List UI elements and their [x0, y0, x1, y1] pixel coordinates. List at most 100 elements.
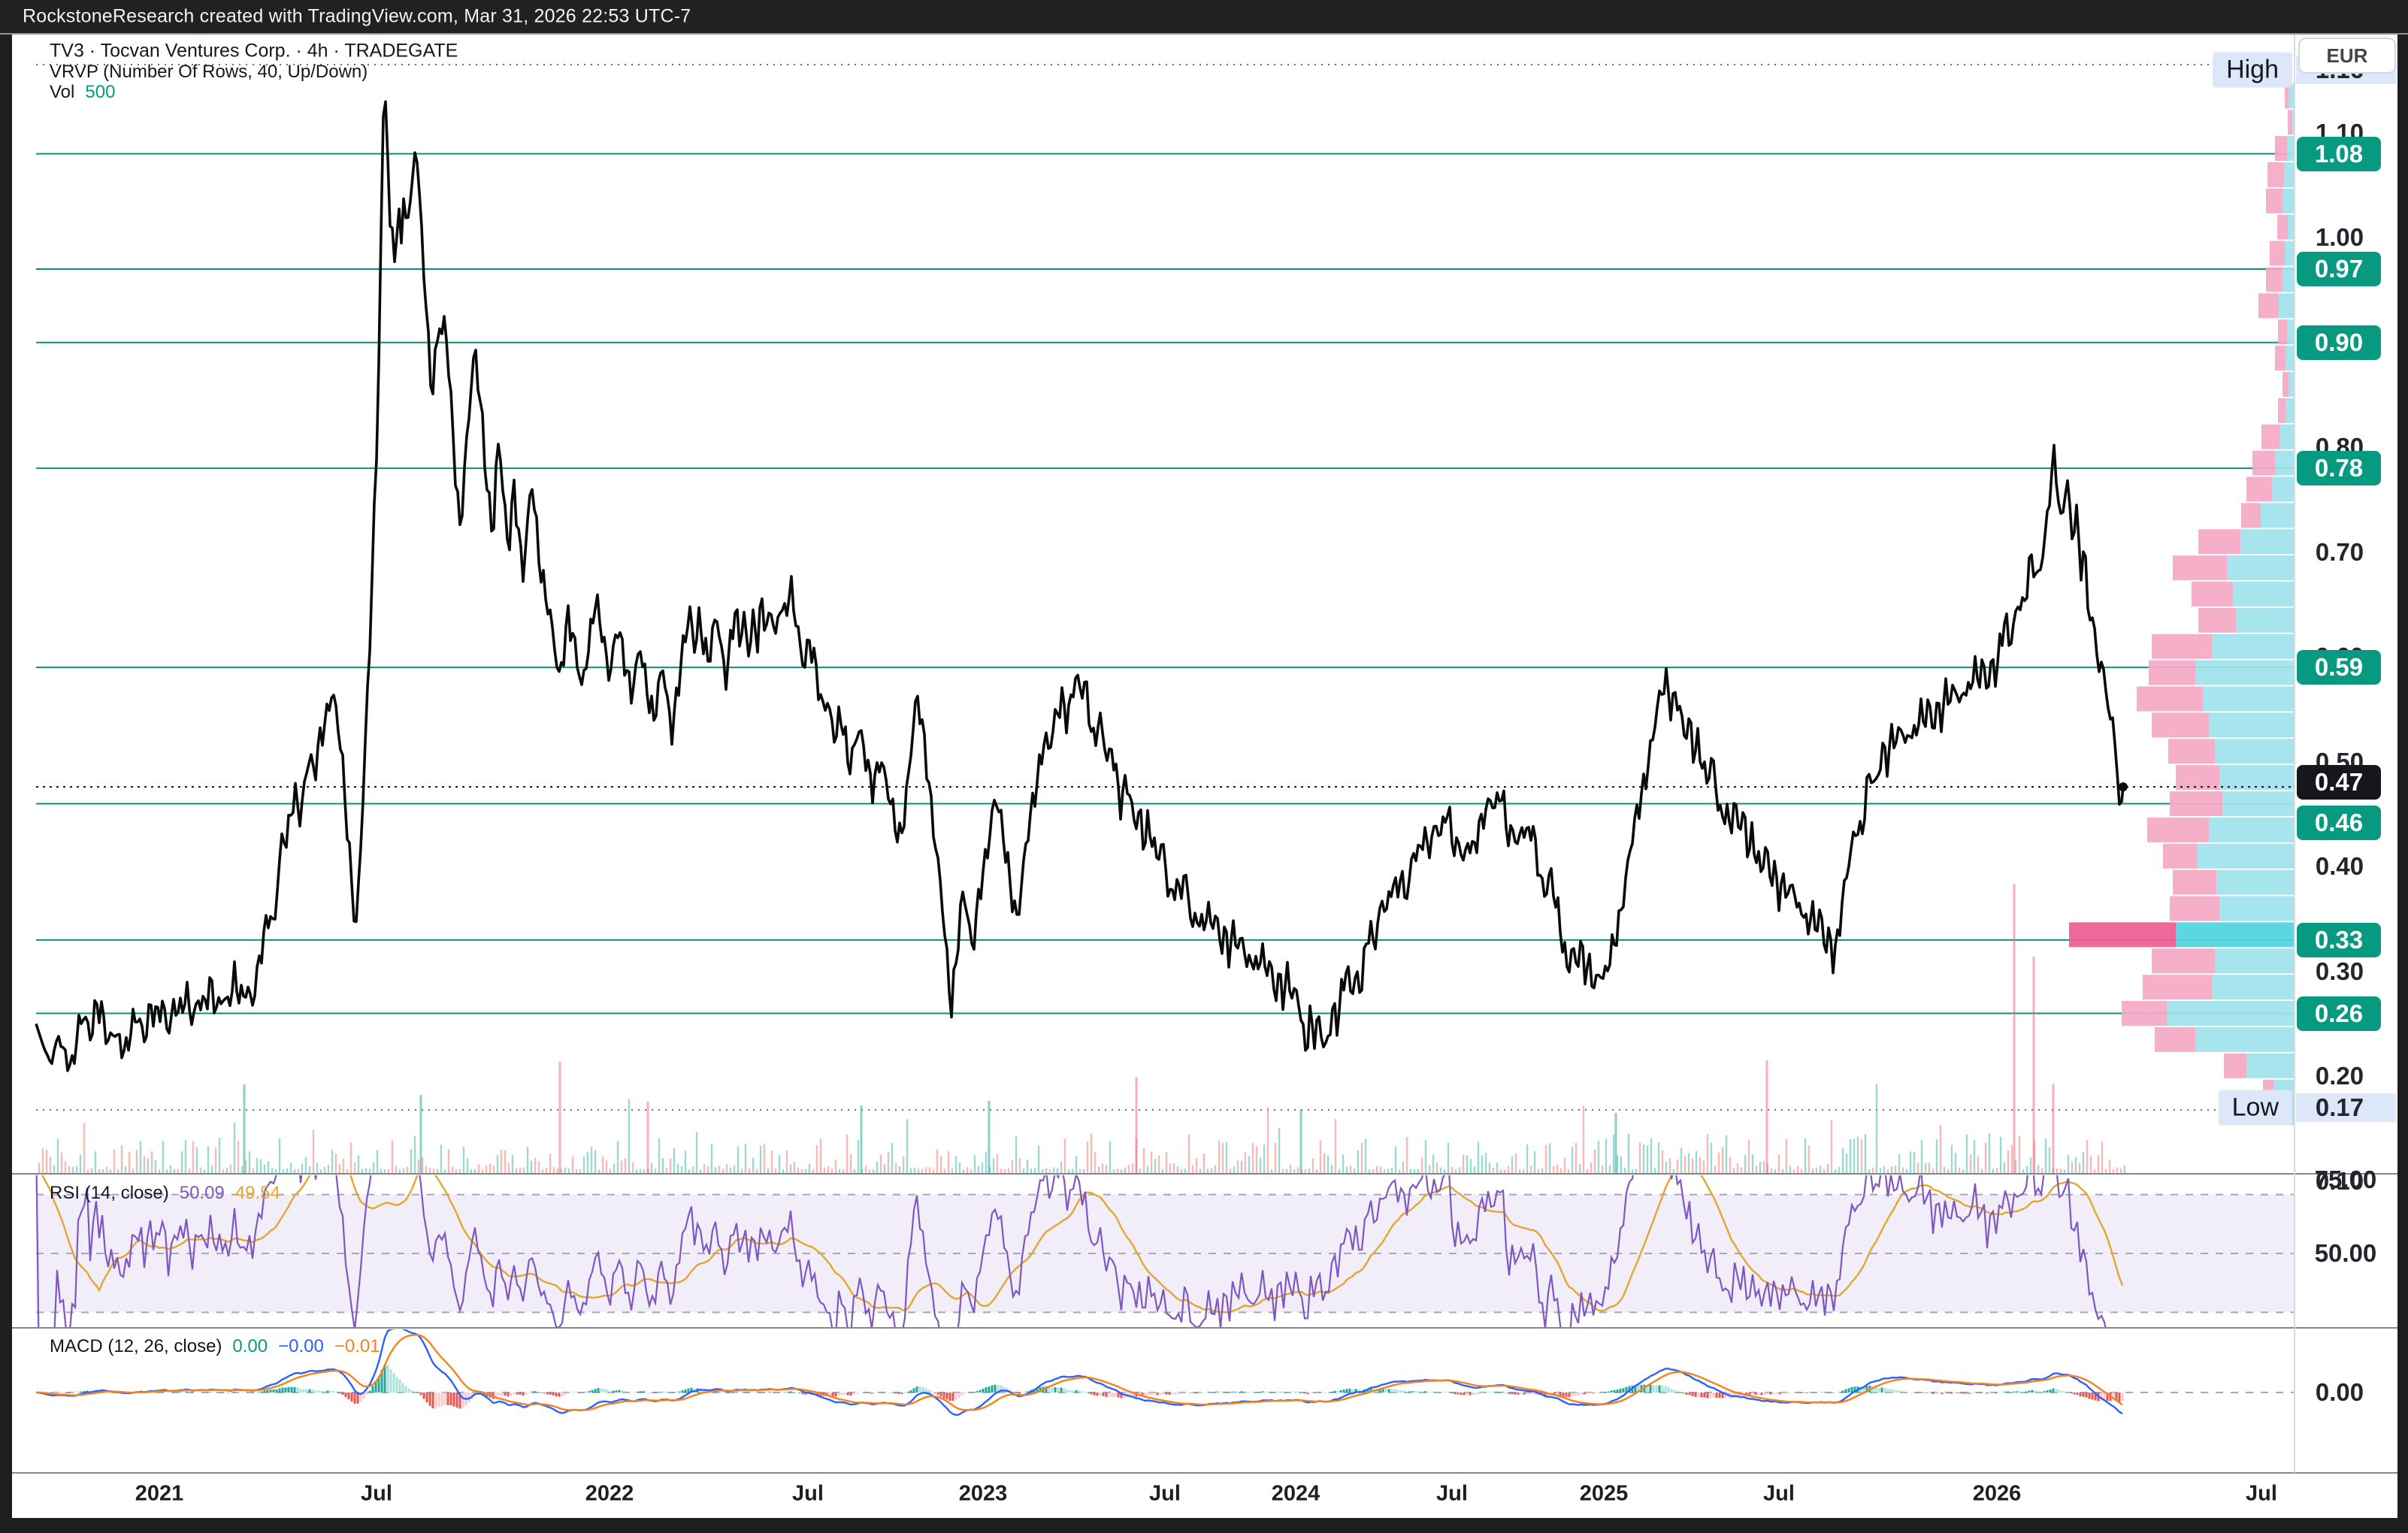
volume-bar: [785, 1151, 788, 1173]
macd-histogram-bar: [954, 1392, 957, 1400]
volume-bar: [169, 1166, 172, 1173]
macd-histogram-bar: [1989, 1392, 1992, 1394]
macd-histogram-bar: [912, 1388, 915, 1392]
macd-histogram-bar: [528, 1392, 531, 1393]
volume-bar: [823, 1167, 826, 1173]
macd-histogram-bar: [1922, 1392, 1925, 1393]
volume-bar: [605, 1160, 608, 1173]
volume-bar: [1890, 1166, 1893, 1173]
rsi-value-signal: 49.54: [234, 1183, 280, 1203]
volume-bar: [1811, 1169, 1814, 1173]
volume-bar: [755, 1169, 758, 1173]
volume-bar: [1308, 1168, 1311, 1173]
volume-bar: [1161, 1169, 1164, 1173]
volume-bar: [1109, 1141, 1112, 1173]
time-axis-label-7-Jul[interactable]: Jul: [1436, 1481, 1468, 1506]
chart-background[interactable]: [12, 35, 2397, 1518]
symbol-legend[interactable]: TV3 · Tocvan Ventures Corp. · 4h · TRADE…: [50, 40, 458, 62]
volume-bar: [402, 1168, 405, 1173]
macd-histogram-bar: [1105, 1392, 1108, 1397]
volume-bar: [928, 1167, 931, 1173]
volume-profile-down: [2275, 136, 2287, 162]
volume-profile-up: [2292, 110, 2295, 135]
volume-bar: [868, 1169, 871, 1173]
time-axis-label-10-2026[interactable]: 2026: [1972, 1481, 2022, 1506]
time-axis-label-4-2023[interactable]: 2023: [958, 1481, 1008, 1506]
volume-bar: [297, 1169, 300, 1173]
volume-bar: [1342, 1154, 1345, 1173]
volume-bar: [560, 1169, 563, 1173]
currency-button[interactable]: EUR: [2298, 38, 2396, 74]
macd-histogram-bar: [71, 1392, 74, 1393]
macd-histogram-bar: [1613, 1389, 1616, 1392]
macd-histogram-bar: [1369, 1388, 1372, 1392]
volume-bar: [2003, 1163, 2006, 1173]
volume-profile-down: [2163, 843, 2197, 869]
volume-bar: [511, 1155, 514, 1173]
volume-bar: [808, 1163, 811, 1173]
volume-spike-bar: [2032, 957, 2035, 1173]
volume-bar: [1943, 1166, 1946, 1173]
macd-histogram-bar: [988, 1386, 991, 1392]
macd-histogram-bar: [1240, 1391, 1243, 1392]
macd-histogram-bar: [1733, 1392, 1736, 1397]
macd-value-macd: −0.00: [278, 1336, 324, 1356]
macd-histogram-bar: [1021, 1392, 1024, 1393]
macd-histogram-bar: [1986, 1392, 1989, 1394]
macd-histogram-bar: [1153, 1392, 1156, 1395]
volume-bar: [1458, 1167, 1461, 1173]
volume-bar: [1541, 1168, 1544, 1173]
volume-bar: [1901, 1167, 1904, 1173]
time-axis-label-3-Jul[interactable]: Jul: [792, 1481, 824, 1506]
macd-histogram-bar: [702, 1389, 705, 1392]
volume-bar: [2071, 1161, 2074, 1173]
volume-profile-up: [2197, 843, 2295, 869]
volume-profile-down: [2137, 686, 2203, 712]
macd-histogram-bar: [843, 1392, 846, 1395]
indicator-legend-vrvp[interactable]: VRVP (Number Of Rows, 40, Up/Down): [50, 62, 368, 82]
volume-profile-up: [2219, 765, 2295, 791]
volume-profile-down: [2267, 162, 2284, 187]
volume-bar: [1086, 1141, 1089, 1173]
volume-profile-down: [2252, 450, 2275, 476]
volume-bar: [1349, 1165, 1352, 1173]
volume-spike-bar: [2052, 1084, 2055, 1173]
volume-bar: [819, 1138, 822, 1173]
volume-profile-up: [2212, 633, 2295, 659]
rsi-legend[interactable]: RSI (14, close) 50.09 49.54: [50, 1183, 280, 1204]
volume-bar: [1725, 1135, 1728, 1173]
macd-histogram-bar: [1393, 1389, 1396, 1392]
time-axis-label-5-Jul[interactable]: Jul: [1149, 1481, 1181, 1506]
volume-bar: [1443, 1169, 1446, 1173]
volume-bar: [1127, 1165, 1130, 1173]
macd-histogram-bar: [1841, 1390, 1844, 1392]
volume-bar: [680, 1166, 683, 1173]
indicator-legend-volume[interactable]: Vol 500: [50, 82, 115, 103]
volume-bar: [1229, 1169, 1232, 1173]
macd-histogram-bar: [227, 1392, 230, 1393]
macd-histogram-bar: [329, 1390, 332, 1392]
volume-bar: [1169, 1163, 1172, 1173]
volume-bar: [733, 1165, 736, 1173]
macd-histogram-bar: [1763, 1392, 1766, 1395]
volume-profile-up: [2285, 240, 2295, 266]
volume-bar: [631, 1162, 634, 1173]
macd-histogram-bar: [1387, 1389, 1390, 1392]
time-axis-label-8-2025[interactable]: 2025: [1579, 1481, 1629, 1506]
macd-legend[interactable]: MACD (12, 26, close) 0.00 −0.00 −0.01: [50, 1336, 380, 1357]
time-axis-label-0-2021[interactable]: 2021: [135, 1481, 184, 1506]
macd-histogram-bar: [284, 1387, 287, 1392]
time-axis-label-1-Jul[interactable]: Jul: [361, 1481, 392, 1506]
time-axis-label-6-2024[interactable]: 2024: [1271, 1481, 1320, 1506]
time-axis-label-11-Jul[interactable]: Jul: [2246, 1481, 2277, 1506]
volume-bar: [278, 1138, 281, 1173]
macd-histogram-bar: [1508, 1392, 1511, 1395]
time-axis-label-9-Jul[interactable]: Jul: [1763, 1481, 1795, 1506]
time-axis-label-2-2022[interactable]: 2022: [585, 1481, 634, 1506]
volume-bar: [2059, 1169, 2062, 1173]
macd-histogram-bar: [1595, 1392, 1598, 1393]
macd-histogram-bar: [1048, 1386, 1051, 1392]
volume-bar: [162, 1141, 165, 1173]
